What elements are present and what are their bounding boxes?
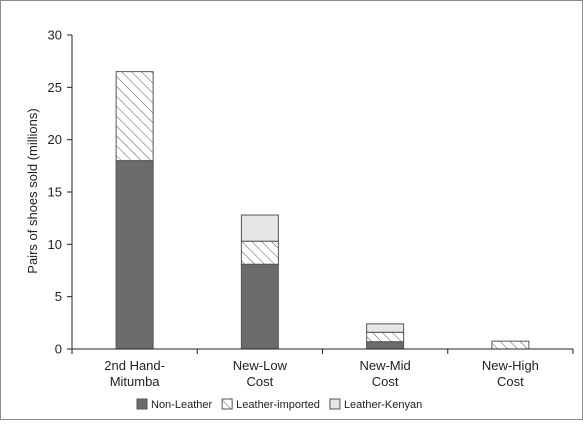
x-tick-label: New-Low bbox=[233, 358, 288, 373]
bar-segment-non-leather bbox=[115, 160, 154, 350]
bar-segment-non-leather bbox=[366, 341, 405, 350]
bar-segment-leather-imported bbox=[115, 71, 154, 162]
bar-segment-leather-kenyan bbox=[240, 214, 279, 242]
y-tick-label: 30 bbox=[48, 28, 62, 43]
bar-segment-leather-kenyan bbox=[366, 323, 405, 333]
x-tick-label: New-High bbox=[482, 358, 539, 373]
x-tick-label: Cost bbox=[247, 374, 274, 389]
y-tick-label: 5 bbox=[55, 289, 62, 304]
legend-label: Leather-Kenyan bbox=[344, 399, 422, 411]
legend-swatch bbox=[136, 398, 148, 410]
legend-swatch bbox=[221, 398, 233, 410]
x-tick-label: 2nd Hand- bbox=[104, 358, 165, 373]
bar-segment-leather-imported bbox=[491, 340, 530, 350]
y-tick-label: 0 bbox=[55, 342, 62, 357]
legend: Non-Leather Leather-imported Leather-Kenya… bbox=[136, 398, 422, 411]
y-tick-label: 20 bbox=[48, 132, 62, 147]
y-tick-label: 25 bbox=[48, 80, 62, 95]
legend-swatch bbox=[329, 398, 341, 410]
bars bbox=[115, 71, 530, 350]
y-tick-label: 15 bbox=[48, 185, 62, 200]
axes bbox=[71, 35, 574, 354]
bar-segment-leather-imported bbox=[240, 240, 279, 265]
x-tick-label: Cost bbox=[497, 374, 524, 389]
x-tick-label: Cost bbox=[372, 374, 399, 389]
y-tick-label: 10 bbox=[48, 237, 62, 252]
x-tick-label: New-Mid bbox=[359, 358, 410, 373]
y-axis-label: Pairs of shoes sold (millions) bbox=[25, 108, 40, 273]
x-tick-label: Mitumba bbox=[110, 374, 161, 389]
x-axis-labels: 2nd Hand-MitumbaNew-LowCostNew-MidCostNe… bbox=[104, 358, 539, 389]
y-axis-ticks: 0 5 10 15 20 25 30 bbox=[48, 28, 72, 357]
bar-segment-non-leather bbox=[240, 263, 279, 350]
bar-segment-leather-imported bbox=[366, 331, 405, 343]
legend-label: Non-Leather bbox=[151, 399, 212, 411]
legend-label: Leather-imported bbox=[236, 399, 320, 411]
